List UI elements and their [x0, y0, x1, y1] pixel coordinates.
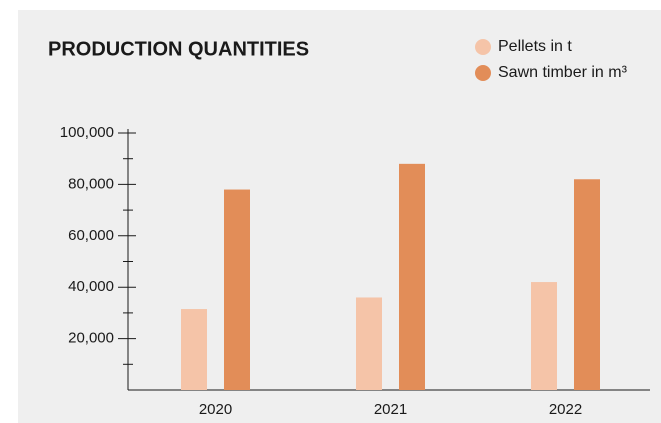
x-tick-label: 2020	[199, 401, 232, 418]
bar	[224, 189, 250, 390]
y-tick-label: 60,000	[68, 227, 114, 244]
bar	[531, 282, 557, 390]
bar	[181, 309, 207, 390]
bar	[356, 297, 382, 390]
y-tick-label: 100,000	[60, 124, 114, 141]
legend-label: Sawn timber in m³	[498, 64, 628, 81]
legend-label: Pellets in t	[498, 38, 572, 55]
y-tick-label: 20,000	[68, 330, 114, 347]
x-tick-label: 2021	[374, 401, 407, 418]
legend-swatch	[475, 65, 491, 81]
x-tick-label: 2022	[549, 401, 582, 418]
bar	[399, 163, 425, 390]
y-tick-label: 40,000	[68, 278, 114, 295]
y-tick-label: 80,000	[68, 175, 114, 192]
chart-title: PRODUCTION QUANTITIES	[48, 38, 309, 60]
bar	[574, 179, 600, 390]
legend-swatch	[475, 39, 491, 55]
